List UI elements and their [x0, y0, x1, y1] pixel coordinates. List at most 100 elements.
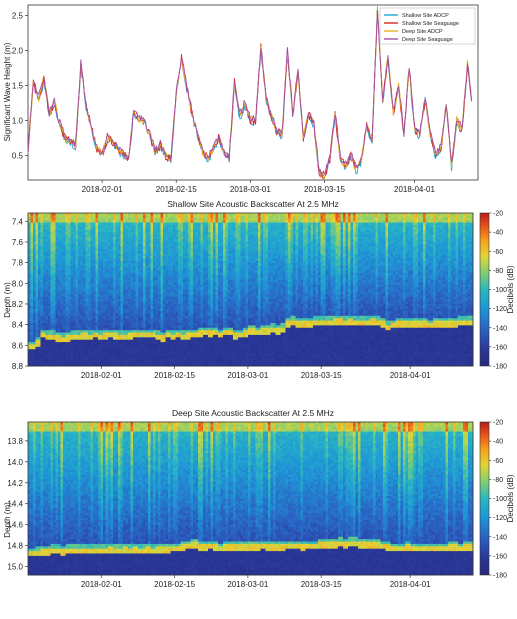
heatmap-cell — [190, 287, 194, 290]
heatmap-cell — [140, 358, 144, 362]
heatmap-cell — [90, 270, 94, 274]
heatmap-cell — [78, 342, 81, 345]
heatmap-cell — [135, 234, 139, 238]
heatmap-cell — [88, 275, 91, 278]
heatmap-cell — [163, 327, 166, 331]
heatmap-cell — [35, 279, 39, 283]
heatmap-cell — [213, 279, 216, 283]
heatmap-cell — [200, 213, 204, 216]
heatmap-cell — [60, 308, 64, 312]
heatmap-cell — [195, 351, 199, 355]
heatmap-cell — [185, 330, 189, 333]
heatmap-cell — [180, 325, 184, 329]
heatmap-cell — [180, 306, 184, 310]
heatmap-cell — [90, 361, 94, 365]
heatmap-cell — [213, 251, 216, 255]
heatmap-cell — [205, 358, 209, 362]
heatmap-cell — [103, 308, 106, 312]
heatmap-cell — [85, 327, 89, 331]
heatmap-cell — [160, 334, 164, 338]
heatmap-cell — [33, 253, 36, 257]
heatmap-cell — [83, 241, 86, 245]
heatmap-cell — [208, 299, 211, 302]
heatmap-cell — [83, 322, 86, 326]
heatmap-cell — [70, 325, 74, 329]
heatmap-cell — [175, 291, 179, 295]
heatmap-cell — [50, 260, 54, 264]
heatmap-cell — [155, 246, 159, 250]
heatmap-cell — [138, 351, 141, 355]
heatmap-cell — [145, 356, 149, 360]
heatmap-cell — [175, 246, 179, 250]
heatmap-cell — [30, 320, 34, 324]
heatmap-cell — [150, 354, 154, 357]
heatmap-cell — [78, 222, 81, 226]
heatmap-cell — [160, 224, 164, 228]
heatmap-cell — [175, 318, 179, 321]
heatmap-cell — [163, 222, 166, 226]
heatmap-cell — [178, 246, 181, 250]
heatmap-cell — [75, 256, 79, 259]
heatmap-cell — [90, 227, 94, 231]
heatmap-cell — [28, 313, 31, 317]
heatmap-cell — [188, 351, 191, 355]
heatmap-cell — [65, 289, 69, 293]
heatmap-cell — [33, 282, 36, 286]
heatmap-cell — [125, 299, 129, 302]
heatmap-cell — [118, 320, 121, 324]
heatmap-cell — [73, 217, 76, 221]
heatmap-cell — [28, 351, 31, 355]
heatmap-cell — [68, 260, 71, 264]
heatmap-cell — [45, 337, 49, 341]
heatmap-cell — [210, 303, 214, 307]
heatmap-cell — [180, 287, 184, 290]
heatmap-cell — [195, 306, 199, 310]
heatmap-cell — [193, 299, 196, 302]
heatmap-cell — [110, 313, 114, 317]
heatmap-cell — [183, 303, 186, 307]
heatmap-cell — [163, 318, 166, 321]
heatmap-cell — [210, 315, 214, 319]
heatmap-cell — [210, 334, 214, 338]
heatmap-cell — [138, 279, 141, 283]
heatmap-cell — [33, 270, 36, 274]
heatmap-cell — [108, 303, 111, 307]
heatmap-cell — [128, 277, 131, 281]
heatmap-cell — [193, 265, 196, 269]
heatmap-cell — [68, 272, 71, 276]
heatmap-cell — [65, 232, 69, 235]
heatmap-cell — [48, 334, 51, 338]
heatmap-cell — [53, 224, 56, 228]
heatmap-cell — [85, 322, 89, 326]
heatmap-cell — [140, 311, 144, 314]
heatmap-cell — [110, 215, 114, 219]
heatmap-cell — [73, 236, 76, 240]
heatmap-cell — [38, 241, 41, 245]
heatmap-cell — [108, 229, 111, 233]
heatmap-cell — [28, 334, 31, 338]
heatmap-cell — [40, 232, 44, 235]
heatmap-cell — [105, 289, 109, 293]
heatmap-cell — [130, 363, 134, 367]
heatmap-cell — [133, 318, 136, 321]
heatmap-cell — [128, 291, 131, 295]
heatmap-cell — [158, 327, 161, 331]
heatmap-cell — [100, 234, 104, 238]
heatmap-cell — [43, 337, 46, 341]
heatmap-cell — [153, 306, 156, 310]
heatmap-cell — [30, 232, 34, 235]
heatmap-cell — [38, 234, 41, 238]
heatmap-cell — [78, 251, 81, 255]
heatmap-cell — [75, 299, 79, 302]
heatmap-cell — [180, 339, 184, 343]
heatmap-cell — [173, 327, 176, 331]
heatmap-cell — [163, 354, 166, 357]
heatmap-cell — [70, 339, 74, 343]
heatmap-cell — [120, 356, 124, 360]
heatmap-cell — [80, 330, 84, 333]
heatmap-cell — [140, 315, 144, 319]
heatmap-cell — [105, 318, 109, 321]
heatmap-cell — [163, 270, 166, 274]
heatmap-cell — [65, 344, 69, 348]
heatmap-cell — [183, 301, 186, 305]
